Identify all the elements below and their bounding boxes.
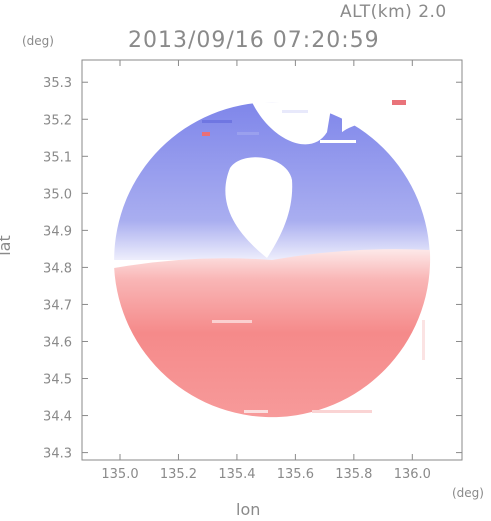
y-tick-label: 34.4 xyxy=(43,410,72,425)
y-tick-label: 34.7 xyxy=(43,298,72,313)
y-tick-label: 34.9 xyxy=(43,224,72,239)
no-data-region xyxy=(225,157,293,258)
x-tick-label: 135.4 xyxy=(218,467,255,482)
echo-streak xyxy=(312,410,372,413)
y-tick-label: 34.5 xyxy=(43,373,72,388)
y-axis-unit: (deg) xyxy=(22,34,54,48)
timestamp-title: 2013/09/16 07:20:59 xyxy=(128,28,380,53)
no-data-region xyxy=(252,102,332,145)
altitude-label: ALT(km) 2.0 xyxy=(340,2,447,22)
echo-streak xyxy=(320,140,356,143)
y-tick-label: 34.8 xyxy=(43,261,72,276)
x-axis-label: lon xyxy=(236,500,261,519)
x-tick-label: 135.2 xyxy=(160,467,197,482)
y-tick-label: 34.3 xyxy=(43,447,72,462)
y-tick-label: 34.6 xyxy=(43,335,72,350)
x-tick-label: 135.8 xyxy=(335,467,372,482)
echo-streak xyxy=(282,110,308,113)
x-tick-label: 135.6 xyxy=(277,467,314,482)
y-tick-label: 35.3 xyxy=(43,76,72,91)
y-tick-label: 35.1 xyxy=(43,150,72,165)
no-data-region xyxy=(82,320,155,410)
echo-streak xyxy=(202,132,210,136)
plot-frame xyxy=(81,59,463,461)
y-tick-label: 35.2 xyxy=(43,113,72,128)
x-axis-unit: (deg) xyxy=(452,486,484,500)
echo-streak xyxy=(244,410,268,413)
echo-streak xyxy=(212,320,252,323)
echo-streak xyxy=(392,100,406,105)
receding-velocity-region xyxy=(114,249,431,418)
x-tick-label: 136.0 xyxy=(394,467,431,482)
no-data-region xyxy=(112,100,177,123)
x-tick-label: 135.0 xyxy=(101,467,138,482)
echo-streak xyxy=(202,120,232,123)
no-data-region xyxy=(342,102,462,150)
echo-streak xyxy=(422,320,425,360)
echo-streak xyxy=(237,132,259,135)
y-tick-label: 35.0 xyxy=(43,187,72,202)
